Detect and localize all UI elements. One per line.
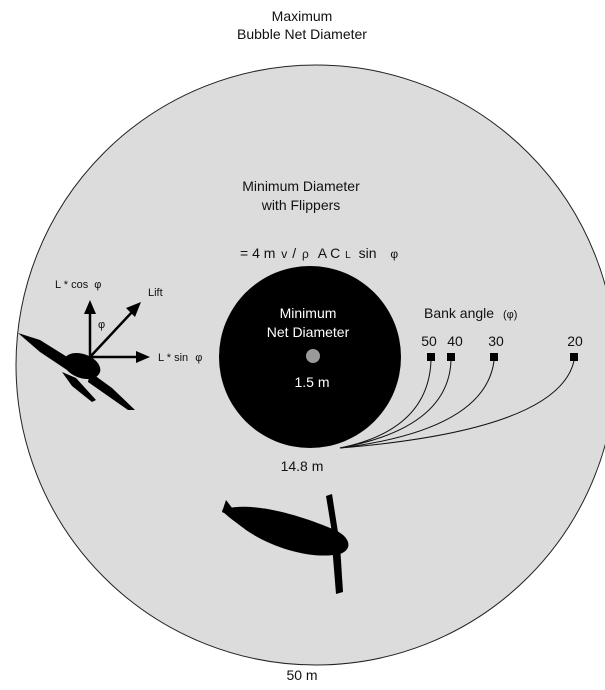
sin-label-phi: φ xyxy=(195,352,202,364)
inner-diameter-value: 1.5 m xyxy=(294,374,329,390)
curve-50 xyxy=(339,360,432,449)
lift-label: Lift xyxy=(148,287,163,299)
outer-min-value: 14.8 m xyxy=(281,458,324,474)
banking-whale-flipper-left xyxy=(18,333,72,372)
curve-20 xyxy=(339,360,575,449)
banking-whale-icon xyxy=(18,333,135,410)
angle-50-marker xyxy=(427,353,435,361)
formula-v: v xyxy=(281,247,287,261)
sin-label: L * sin φ xyxy=(158,352,202,364)
horizontal-arrow-head xyxy=(136,351,150,363)
whale-flipper-top xyxy=(326,494,340,545)
min-flippers-line-2: with Flippers xyxy=(261,197,341,213)
angle-20: 20 xyxy=(567,333,583,349)
min-net-line-2: Net Diameter xyxy=(267,324,350,340)
title-line-1: Maximum xyxy=(272,8,333,24)
whale-silhouette-icon xyxy=(222,494,349,594)
cos-label-text: L * cos xyxy=(55,279,89,291)
phi-label: φ xyxy=(98,319,105,331)
angle-50: 50 xyxy=(421,333,437,349)
banking-whale-body xyxy=(63,352,101,380)
force-arrows xyxy=(84,300,150,363)
cos-label-phi: φ xyxy=(94,279,101,291)
cos-label: L * cos φ xyxy=(55,279,101,291)
whale-flipper-bottom xyxy=(332,545,343,594)
turn-curves xyxy=(339,360,575,449)
sin-label-text: L * sin xyxy=(158,352,188,364)
formula-slash: / xyxy=(292,245,296,261)
min-net-line-1: Minimum xyxy=(280,305,337,321)
formula-rho: ρ xyxy=(302,247,309,261)
banking-whale-flipper-right xyxy=(88,372,135,410)
formula-a: A C xyxy=(318,245,341,261)
bank-angle-text: Bank angle xyxy=(424,305,494,321)
min-flippers-line-1: Minimum Diameter xyxy=(242,178,360,194)
angle-30-marker xyxy=(490,353,498,361)
bank-angle-label: Bank angle (φ) xyxy=(424,305,517,321)
center-dot xyxy=(306,349,320,363)
bank-angle-symbol: (φ) xyxy=(503,309,517,321)
banking-whale-flipper-lower xyxy=(62,372,96,402)
curve-40 xyxy=(339,360,452,449)
max-diameter-value: 50 m xyxy=(286,667,317,683)
formula-phi: φ xyxy=(390,247,398,261)
formula-prefix: = 4 m xyxy=(240,245,275,261)
whale-body xyxy=(222,506,349,556)
formula-l: L xyxy=(345,250,351,261)
angle-40: 40 xyxy=(447,333,463,349)
curve-30 xyxy=(339,360,495,449)
title-line-2: Bubble Net Diameter xyxy=(237,26,367,42)
angle-20-marker xyxy=(570,353,578,361)
lift-arrow-shaft xyxy=(89,310,134,358)
whale-tail-flukes xyxy=(222,500,244,528)
angle-30: 30 xyxy=(488,333,504,349)
formula: = 4 m v / ρ A C L sin φ xyxy=(240,245,398,261)
lift-arrow-head xyxy=(126,302,141,317)
vertical-arrow-head xyxy=(84,300,96,314)
angle-40-marker xyxy=(447,353,455,361)
formula-sin: sin xyxy=(359,245,377,261)
